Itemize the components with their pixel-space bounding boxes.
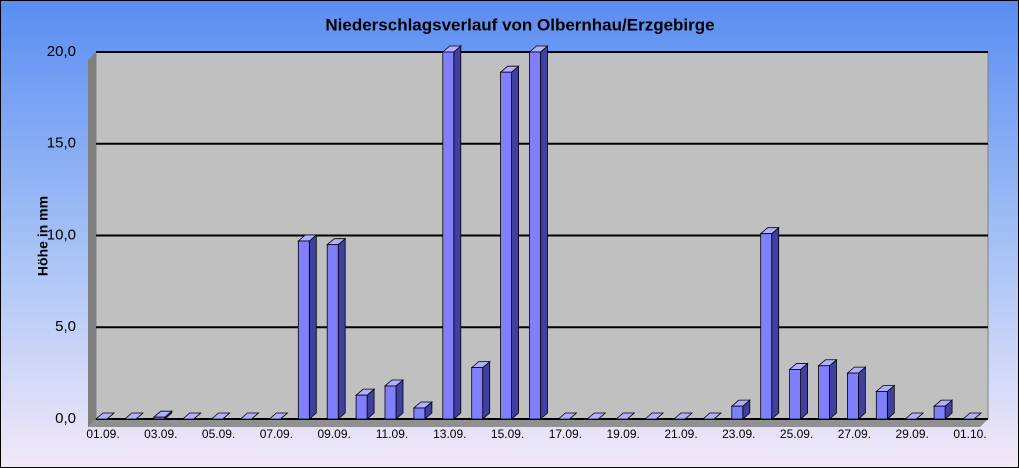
bar-top <box>615 412 636 420</box>
bar <box>731 405 744 420</box>
y-tick-label: 0,0 <box>55 410 76 427</box>
y-axis-label: Höhe in mm <box>35 196 51 276</box>
bar-top <box>557 412 578 420</box>
x-tick-label: 03.09. <box>144 427 177 441</box>
bar <box>355 394 368 420</box>
bar-top <box>701 412 722 420</box>
bar <box>442 51 455 420</box>
x-tick-label: 11.09. <box>376 427 408 441</box>
bar <box>818 365 830 420</box>
bar <box>326 244 339 420</box>
bar-top <box>123 412 144 420</box>
bar <box>384 385 397 420</box>
x-tick-label: 05.09. <box>202 427 235 441</box>
x-tick-label: 19.09. <box>607 427 640 441</box>
x-tick-label: 01.10. <box>953 427 986 441</box>
bar <box>153 416 166 420</box>
x-tick-label: 21.09. <box>664 427 697 441</box>
side-wall <box>88 52 96 427</box>
x-tick-label: 01.09. <box>86 427 119 441</box>
bar <box>413 407 426 420</box>
bar-top <box>672 412 694 420</box>
x-tick-label: 17.09. <box>549 427 582 441</box>
bar-side <box>829 358 837 420</box>
bar <box>933 405 946 420</box>
bar-side <box>800 362 808 420</box>
bar-top <box>210 412 231 420</box>
bar-top <box>239 412 260 420</box>
bar <box>500 71 513 420</box>
bar-side <box>511 65 519 420</box>
chart-title: Niederschlagsverlauf von Olbernhau/Erzge… <box>325 15 714 34</box>
y-tick-label: 15,0 <box>47 135 76 152</box>
bar <box>847 372 859 420</box>
bar-side <box>771 226 780 420</box>
bar-side <box>453 45 462 420</box>
x-tick-label: 15.09. <box>491 427 524 441</box>
bar-top <box>268 412 289 420</box>
x-tick-label: 13.09. <box>433 427 466 441</box>
x-tick-label: 25.09. <box>780 427 813 441</box>
bar-side <box>540 45 548 420</box>
bar-top <box>904 412 925 420</box>
bar-side <box>395 379 404 420</box>
floor <box>88 419 988 427</box>
y-tick-label: 10,0 <box>47 226 76 243</box>
y-tick-label: 20,0 <box>47 43 76 60</box>
x-tick-label: 07.09. <box>260 427 293 441</box>
bar-top <box>961 412 983 420</box>
bar <box>875 391 888 420</box>
x-tick-label: 29.09. <box>896 427 929 441</box>
bar <box>471 367 484 420</box>
bar <box>789 369 801 420</box>
bar-side <box>308 234 317 420</box>
bar <box>760 233 773 420</box>
x-tick-label: 27.09. <box>838 427 871 441</box>
bar-top <box>181 412 202 420</box>
bar-side <box>482 360 491 420</box>
bar-side <box>337 237 346 420</box>
bar-top <box>644 412 665 420</box>
bar-top <box>586 412 607 420</box>
y-tick-label: 5,0 <box>55 318 76 335</box>
x-tick-label: 09.09. <box>318 427 351 441</box>
bar <box>297 240 310 420</box>
x-tick-label: 23.09. <box>722 427 755 441</box>
bar-side <box>858 366 866 420</box>
bar <box>529 51 541 420</box>
bar-top <box>94 412 116 420</box>
